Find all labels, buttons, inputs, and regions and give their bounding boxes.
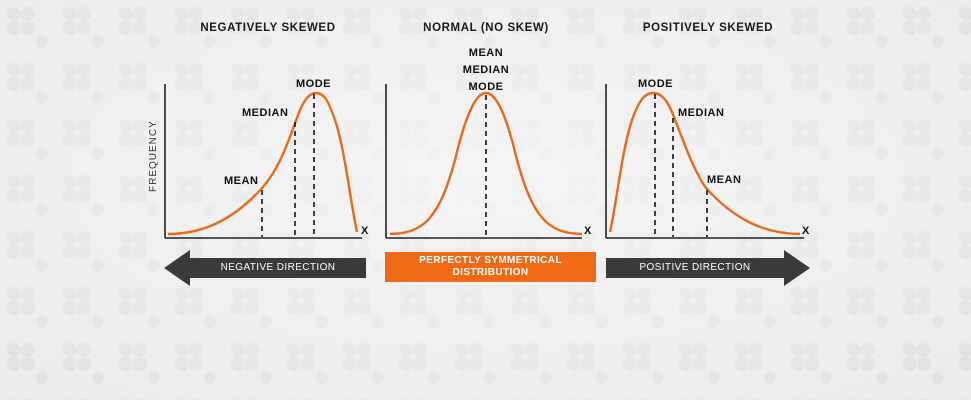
- normal-x-label: X: [584, 225, 592, 237]
- negative-dashed-lines: [261, 94, 315, 237]
- positive-direction-label: POSITIVE DIRECTION: [639, 262, 751, 273]
- negative-median-label: MEDIAN: [242, 107, 289, 119]
- negative-x-label: X: [361, 225, 369, 237]
- negative-skew-curve: [167, 91, 359, 236]
- normal-mean-label: MEAN: [468, 47, 504, 59]
- positive-skew-curve: [608, 91, 801, 236]
- positive-mean-label: MEAN: [707, 174, 742, 186]
- symmetric-banner: PERFECTLY SYMMETRICAL DISTRIBUTION: [385, 252, 596, 282]
- positive-mode-label: MODE: [638, 78, 673, 90]
- normal-curve: [389, 91, 583, 236]
- negative-mean-label: MEAN: [224, 175, 259, 187]
- positive-skew-title: POSITIVELY SKEWED: [642, 22, 774, 34]
- normal-title: NORMAL (NO SKEW): [423, 22, 549, 34]
- y-axis-label: FREQUENCY: [148, 120, 159, 192]
- positive-median-label: MEDIAN: [678, 107, 725, 119]
- positive-dashed-lines: [654, 94, 708, 237]
- symmetric-banner-line2: DISTRIBUTION: [452, 267, 529, 278]
- positive-axes: [605, 84, 804, 239]
- normal-median-label: MEDIAN: [462, 64, 510, 76]
- symmetric-banner-line1: PERFECTLY SYMMETRICAL: [419, 255, 562, 266]
- positive-direction-arrow: [606, 250, 810, 286]
- negative-mode-label: MODE: [296, 78, 331, 90]
- negative-skew-title: NEGATIVELY SKEWED: [200, 22, 336, 34]
- negative-direction-label: NEGATIVE DIRECTION: [220, 262, 336, 273]
- positive-x-label: X: [802, 225, 810, 237]
- normal-axes: [385, 84, 582, 239]
- negative-direction-arrow: [164, 250, 366, 286]
- normal-mode-label: MODE: [468, 81, 504, 93]
- negative-axes: [164, 84, 362, 239]
- normal-central-labels: MEAN MEDIAN MODE: [446, 46, 526, 94]
